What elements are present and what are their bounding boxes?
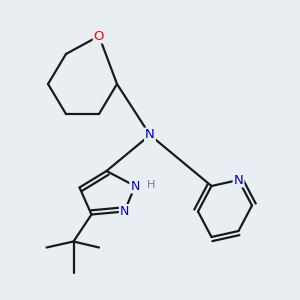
Text: O: O (94, 29, 104, 43)
Text: N: N (234, 173, 243, 187)
Text: H: H (147, 179, 156, 190)
Text: N: N (130, 179, 140, 193)
Text: N: N (145, 128, 155, 142)
Text: N: N (120, 205, 129, 218)
